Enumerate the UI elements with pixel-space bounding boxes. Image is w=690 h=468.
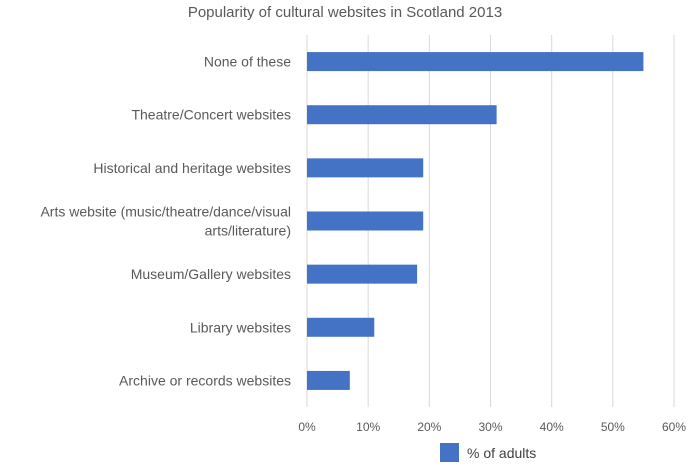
x-tick-label: 40%	[540, 420, 564, 434]
bar	[307, 317, 375, 337]
category-label: Arts website (music/theatre/dance/visual…	[40, 204, 291, 239]
chart-title: Popularity of cultural websites in Scotl…	[187, 4, 503, 21]
category-label: Archive or records websites	[119, 372, 291, 388]
category-label: Historical and heritage websites	[93, 160, 291, 176]
bar	[307, 158, 424, 178]
bar	[307, 211, 424, 231]
bar	[307, 264, 418, 284]
category-label: Museum/Gallery websites	[131, 266, 291, 282]
bar	[307, 105, 497, 125]
bar	[307, 370, 350, 390]
x-tick-label: 20%	[417, 420, 441, 434]
x-tick-label: 0%	[298, 420, 316, 434]
x-tick-label: 60%	[662, 420, 686, 434]
category-label: Theatre/Concert websites	[131, 107, 291, 123]
category-label: None of these	[204, 54, 291, 70]
legend: % of adults	[440, 443, 536, 462]
x-tick-label: 30%	[478, 420, 502, 434]
x-tick-label: 10%	[356, 420, 380, 434]
legend-swatch	[440, 443, 459, 462]
legend-label: % of adults	[467, 444, 537, 461]
category-label: Library websites	[190, 319, 291, 335]
x-tick-label: 50%	[601, 420, 625, 434]
bar	[307, 52, 644, 72]
